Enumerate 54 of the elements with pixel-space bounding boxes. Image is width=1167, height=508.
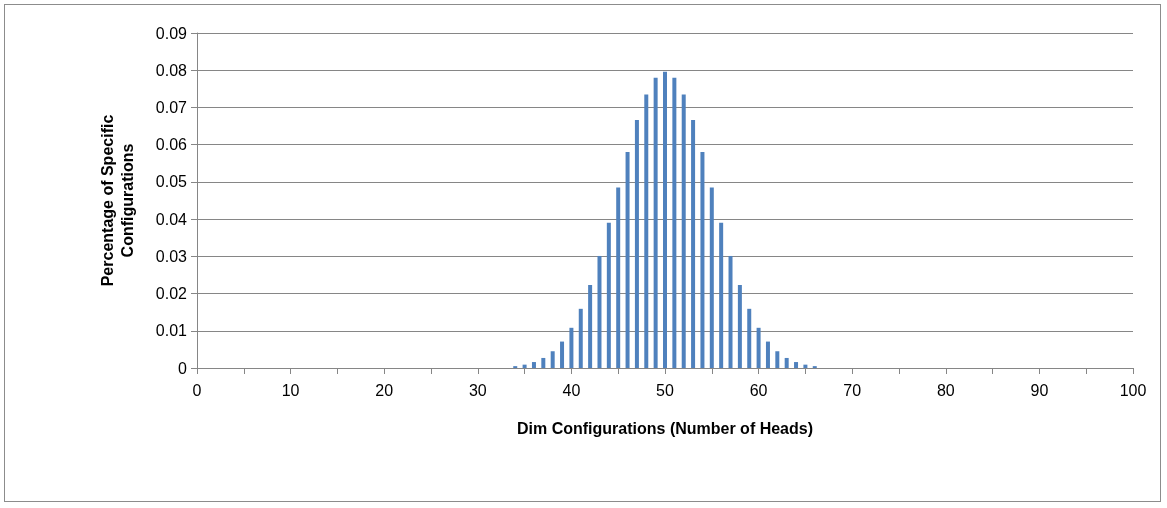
y-tick-label: 0 — [178, 359, 188, 377]
y-axis-title: Percentage of Specific Configurations — [98, 114, 136, 287]
bar — [606, 222, 611, 368]
x-tick-label: 100 — [1119, 381, 1147, 399]
y-tick-label: 0.03 — [155, 247, 188, 265]
bar — [747, 308, 752, 368]
bar — [653, 77, 658, 368]
y-tick-label: 0.06 — [155, 136, 188, 154]
x-tick-label: 70 — [843, 381, 862, 399]
bar — [681, 94, 686, 368]
bar — [578, 308, 583, 368]
y-tick-label: 0.05 — [155, 173, 188, 191]
bar — [644, 94, 649, 368]
bar — [691, 120, 696, 368]
y-tick-label: 0.01 — [155, 322, 188, 340]
x-axis-title: Dim Configurations (Number of Heads) — [516, 419, 814, 437]
bar — [541, 357, 546, 368]
bar — [625, 152, 630, 368]
bar — [672, 77, 677, 368]
x-tick-label: 80 — [936, 381, 955, 399]
bar — [775, 351, 780, 368]
bar — [794, 362, 799, 368]
x-tick-label: 40 — [562, 381, 581, 399]
x-tick-label: 10 — [281, 381, 300, 399]
x-tick-label: 50 — [656, 381, 674, 399]
y-tick-label: 0.04 — [155, 210, 188, 228]
bar — [597, 255, 602, 368]
bar — [616, 187, 621, 368]
bar — [700, 152, 705, 368]
bar — [634, 120, 639, 368]
x-tick-label: 0 — [192, 381, 202, 399]
bar — [765, 341, 770, 368]
x-tick-label: 60 — [749, 381, 768, 399]
bar — [737, 284, 742, 368]
y-tick-label: 0.02 — [155, 285, 188, 303]
bar — [588, 284, 593, 368]
x-tick-label: 90 — [1030, 381, 1049, 399]
x-tick-label: 20 — [375, 381, 394, 399]
bar — [531, 362, 536, 368]
bar — [569, 327, 574, 368]
bar — [522, 364, 527, 368]
bar — [784, 357, 789, 368]
y-tick-label: 0.07 — [155, 98, 188, 116]
y-tick-label: 0.09 — [155, 24, 188, 42]
bar — [803, 364, 808, 368]
x-tick-label: 30 — [468, 381, 487, 399]
bar — [728, 255, 733, 368]
bar — [550, 351, 555, 368]
bar — [709, 187, 714, 368]
bar — [663, 71, 667, 368]
bar — [560, 341, 565, 368]
bar — [719, 222, 724, 368]
y-tick-label: 0.08 — [155, 61, 188, 79]
bar — [756, 327, 761, 368]
